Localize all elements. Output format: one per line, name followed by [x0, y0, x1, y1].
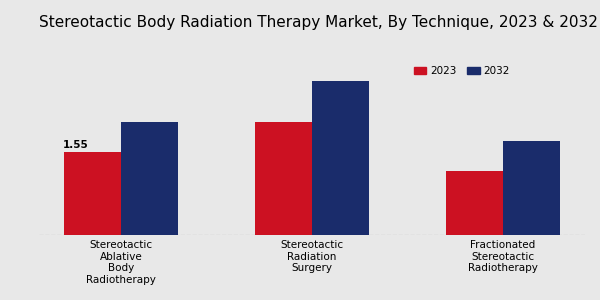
- Bar: [255, 122, 312, 235]
- Bar: [503, 141, 560, 235]
- Text: 1.55: 1.55: [63, 140, 89, 150]
- Bar: [64, 152, 121, 235]
- Text: Stereotactic Body Radiation Therapy Market, By Technique, 2023 & 2032: Stereotactic Body Radiation Therapy Mark…: [39, 15, 598, 30]
- Bar: [446, 170, 503, 235]
- Bar: [121, 122, 178, 235]
- Legend: 2023, 2032: 2023, 2032: [409, 62, 514, 80]
- Bar: [312, 81, 369, 235]
